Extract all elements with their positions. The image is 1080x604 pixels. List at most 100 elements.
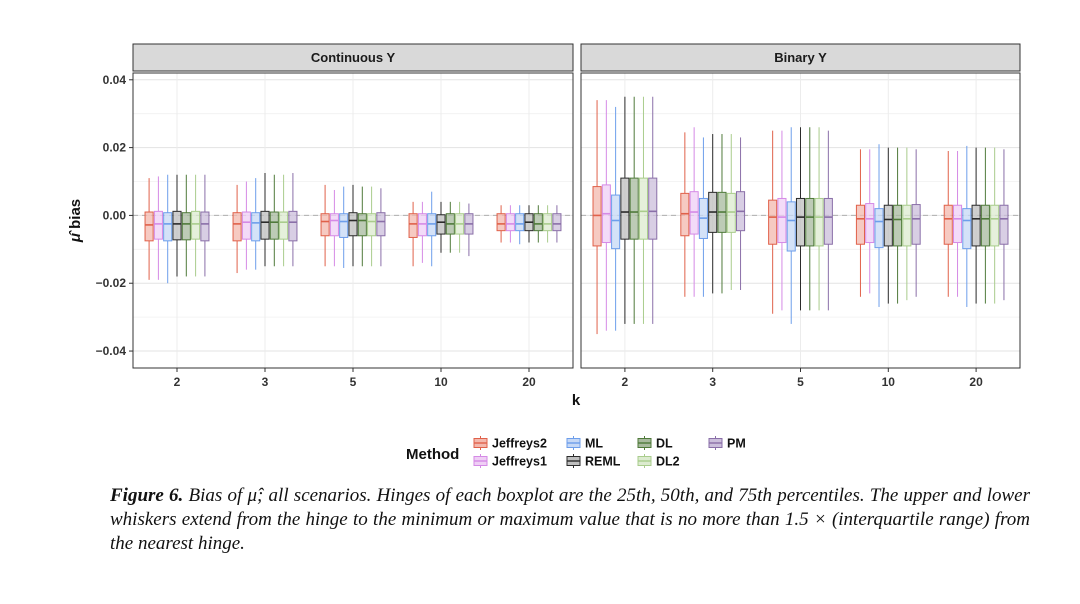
box-Jeffreys1-k2 <box>153 176 163 280</box>
box-Jeffreys2-k3 <box>680 132 690 297</box>
box-Jeffreys2-k5 <box>768 130 778 314</box>
box-ML-k2 <box>611 106 621 331</box>
box-Jeffreys2-k5 <box>320 184 330 267</box>
box-body <box>971 204 981 247</box>
box-body <box>144 211 154 242</box>
box-body <box>181 212 191 241</box>
legend-item-pm: PM <box>708 436 746 451</box>
box-DL-k20 <box>533 205 543 243</box>
legend-label: Jeffreys1 <box>492 455 547 469</box>
panel-strip <box>580 43 1021 72</box>
box-body <box>680 192 690 237</box>
boxplot-figure: Continuous Y 2 3 5 10 20 Binary Y 2 3 5 10 20 −0.04… <box>67 43 1021 469</box>
legend-item-dl2: DL2 <box>637 454 680 469</box>
box-body <box>367 213 377 237</box>
legend-label: PM <box>727 437 746 451</box>
box-body <box>543 213 553 232</box>
box-Jeffreys2-k20 <box>943 150 953 297</box>
legend-title: Method <box>406 446 459 463</box>
box-Jeffreys1-k5 <box>777 130 787 311</box>
box-body <box>980 204 990 247</box>
box-ML-k5 <box>339 186 349 268</box>
caption-label: Figure 6. <box>110 485 184 506</box>
box-body <box>814 197 824 247</box>
box-body <box>417 213 427 237</box>
box-ML-k10 <box>874 144 884 307</box>
box-body <box>865 203 875 244</box>
box-DL-k20 <box>980 147 990 304</box>
box-body <box>638 177 649 240</box>
box-body <box>241 211 251 240</box>
panel-title: Continuous Y <box>311 50 396 65</box>
box-body <box>172 210 182 241</box>
box-REML-k5 <box>348 184 358 267</box>
box-DL-k3 <box>269 174 279 267</box>
box-DL-k3 <box>717 134 727 294</box>
box-Jeffreys1-k20 <box>952 150 963 297</box>
y-tick-label: 0.04 <box>103 73 127 87</box>
box-body <box>689 191 699 235</box>
box-DL2-k2 <box>638 96 649 324</box>
box-body <box>505 213 515 232</box>
caption-text-after: ; all scenarios. Hinges of each boxplot … <box>110 485 1030 554</box>
box-body <box>902 204 912 247</box>
box-body <box>436 214 446 235</box>
box-body <box>320 213 330 237</box>
box-body <box>990 204 1000 247</box>
box-body <box>943 204 953 245</box>
x-tick-label: 2 <box>622 375 629 389</box>
box-body <box>339 213 349 238</box>
box-Jeffreys2-k10 <box>408 201 418 267</box>
x-tick-label: 5 <box>797 375 804 389</box>
legend-label: ML <box>585 437 603 451</box>
box-PM-k10 <box>911 149 921 297</box>
box-body <box>611 194 621 250</box>
box-DL-k5 <box>805 127 815 311</box>
box-Jeffreys2-k3 <box>232 184 242 274</box>
figure-caption: Figure 6. Bias of μ̂; all scenarios. Hin… <box>110 484 1030 556</box>
y-axis-symbol: μ̂ <box>67 229 84 243</box>
box-ML-k20 <box>962 145 972 307</box>
box-body <box>768 199 778 245</box>
box-ML-k3 <box>698 137 708 297</box>
box-DL2-k3 <box>279 174 289 267</box>
y-axis-title: μ̂ bias <box>67 199 84 243</box>
box-body <box>795 197 806 247</box>
box-body <box>329 213 339 237</box>
box-body <box>805 197 815 247</box>
box-DL2-k10 <box>902 147 912 301</box>
legend-label: REML <box>585 455 621 469</box>
legend-label: Jeffreys2 <box>492 437 547 451</box>
box-body <box>269 211 279 240</box>
box-Jeffreys1-k3 <box>241 181 251 270</box>
box-REML-k10 <box>883 147 893 304</box>
box-Jeffreys2-k10 <box>855 149 865 297</box>
box-Jeffreys1-k10 <box>417 201 427 263</box>
x-tick-label: 2 <box>174 375 181 389</box>
box-DL-k2 <box>629 96 639 324</box>
box-DL2-k10 <box>455 201 465 253</box>
box-body <box>163 212 173 242</box>
legend-label: DL2 <box>656 455 680 469</box>
box-body <box>348 212 358 237</box>
box-body <box>893 204 903 247</box>
box-body <box>496 213 506 232</box>
x-axis-title: k <box>572 392 581 409</box>
panel-1: Binary Y 2 3 5 10 20 <box>580 43 1021 389</box>
box-DL2-k20 <box>543 205 553 243</box>
panel-title: Binary Y <box>774 50 827 65</box>
y-tick-label: −0.02 <box>96 276 127 290</box>
box-REML-k5 <box>795 127 806 311</box>
box-body <box>232 212 242 242</box>
y-tick-label: 0.00 <box>103 208 127 222</box>
box-body <box>648 177 658 240</box>
box-DL-k5 <box>357 186 367 267</box>
box-PM-k3 <box>288 173 298 267</box>
box-PM-k3 <box>736 137 746 291</box>
box-body <box>515 213 525 232</box>
box-body <box>533 213 543 232</box>
box-Jeffreys1-k3 <box>689 127 699 297</box>
box-DL-k10 <box>445 201 455 253</box>
box-REML-k10 <box>436 201 446 253</box>
box-DL2-k2 <box>191 174 201 277</box>
